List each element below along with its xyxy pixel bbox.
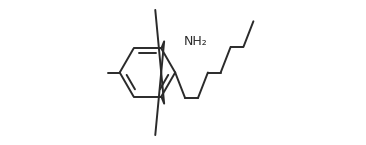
- Text: NH₂: NH₂: [184, 35, 208, 48]
